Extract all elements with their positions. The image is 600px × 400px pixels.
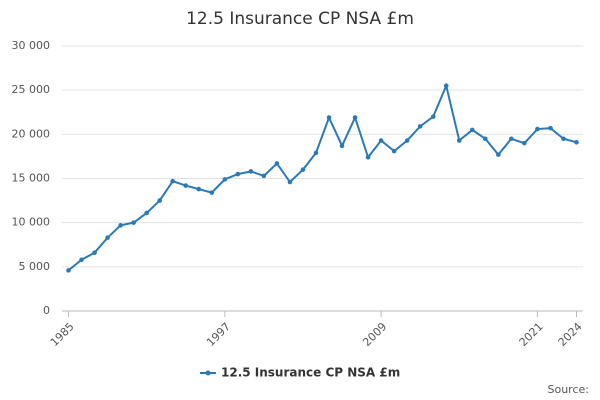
data-line [67,82,577,272]
x-tick-label: 2009 [360,320,389,349]
data-point [469,127,475,133]
data-point [443,83,449,89]
data-point [300,167,306,172]
data-point [535,126,540,132]
data-point [131,220,136,225]
chart-title: 12.5 Insurance CP NSA £m [186,9,414,29]
legend-marker [205,370,211,376]
y-tick-label: 25 000 [12,83,51,96]
data-point [235,171,241,177]
x-tick-label: 1997 [204,320,233,349]
x-tick-label: 1985 [48,320,77,349]
data-point [509,136,514,142]
data-point [196,186,202,192]
data-point [574,139,579,145]
data-point [365,155,371,160]
data-point [222,177,228,182]
data-point [326,115,332,120]
x-tick-label: 2021 [517,320,546,349]
y-tick-label: 10 000 [12,216,51,229]
legend-label: 12.5 Insurance CP NSA £m [221,366,400,380]
data-point [79,257,84,263]
data-point [313,150,319,156]
y-tick-label: 15 000 [12,172,51,185]
data-point [522,140,527,146]
y-tick-label: 5 000 [19,260,51,273]
data-point [561,136,566,142]
y-tick-label: 0 [43,304,50,317]
data-point [287,179,293,185]
data-point [261,173,267,179]
data-point [391,148,397,154]
data-point [548,125,553,131]
data-point [209,190,215,195]
data-point [339,143,345,149]
data-point [157,198,162,203]
y-tick-label: 30 000 [12,39,51,52]
data-point [456,138,462,143]
data-point [404,138,410,143]
data-point [144,210,149,216]
data-point [483,136,488,142]
data-point [248,169,254,174]
data-point [183,183,189,188]
data-point [430,114,436,119]
data-point [92,250,97,255]
data-point [66,268,71,273]
data-point [352,115,358,120]
y-tick-label: 20 000 [12,127,51,140]
data-point [496,152,501,157]
source: Source: [548,383,590,396]
data-point [378,138,384,143]
data-point [170,178,176,184]
data-point [274,161,280,166]
data-point [417,124,423,129]
x-tick-label: 2024 [556,320,585,349]
data-point [118,223,123,228]
data-point [105,235,110,240]
